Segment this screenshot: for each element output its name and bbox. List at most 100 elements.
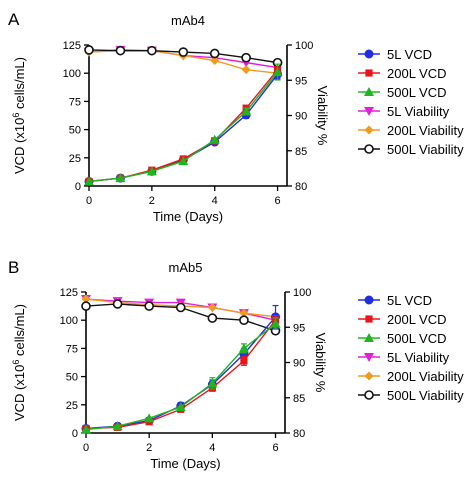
data-point xyxy=(147,45,157,56)
data-point xyxy=(209,134,220,144)
series-5l-vcd xyxy=(84,69,283,186)
legend-marker xyxy=(364,144,374,154)
y2-tick-label: 100 xyxy=(293,287,311,299)
legend-marker xyxy=(364,87,374,96)
x-tick-label: 2 xyxy=(146,442,152,454)
y-tick-label: 25 xyxy=(66,400,78,412)
legend-label: 500L Viability xyxy=(387,388,464,403)
legend-label: 5L VCD xyxy=(387,47,432,62)
legend-marker xyxy=(364,49,374,59)
data-point xyxy=(175,402,186,412)
legend-label: 500L VCD xyxy=(387,331,447,346)
legend-item-5l-viability: 5L Viability xyxy=(358,350,450,365)
y2-tick-label: 80 xyxy=(293,428,305,440)
data-point xyxy=(144,413,155,423)
legend-marker xyxy=(364,390,374,400)
legend-label: 500L Viability xyxy=(387,142,464,157)
legend-marker xyxy=(365,69,373,77)
y2-axis-label: Viability % xyxy=(315,86,330,146)
series-500l-vcd xyxy=(84,63,283,186)
y-axis-label: VCD (x106 cells/mL) xyxy=(11,304,27,421)
legend-label: 5L Viability xyxy=(387,350,450,365)
y-tick-label: 25 xyxy=(69,153,81,165)
legend-item-5l-vcd: 5L VCD xyxy=(358,293,432,308)
legend-marker xyxy=(364,353,374,362)
x-tick-label: 4 xyxy=(212,195,218,207)
panel-label: A xyxy=(8,10,20,29)
y2-tick-label: 95 xyxy=(295,75,307,87)
y-tick-label: 75 xyxy=(69,96,81,108)
y2-tick-label: 90 xyxy=(293,358,305,370)
y2-tick-label: 85 xyxy=(293,393,305,405)
data-point xyxy=(84,45,94,55)
legend-label: 200L VCD xyxy=(387,66,447,81)
x-axis-label: Time (Days) xyxy=(153,209,223,224)
data-point xyxy=(207,303,217,313)
legend-label: 200L Viability xyxy=(387,369,464,384)
data-point xyxy=(239,308,249,318)
y-tick-label: 75 xyxy=(66,343,78,355)
data-point xyxy=(240,357,248,365)
legend-item-5l-viability: 5L Viability xyxy=(358,104,450,119)
y-axis-label-part: VCD (x10 xyxy=(12,118,27,174)
data-point xyxy=(81,424,91,434)
data-point xyxy=(84,176,94,186)
legend-item-5l-vcd: 5L VCD xyxy=(358,47,432,62)
y-tick-label: 125 xyxy=(63,40,81,52)
data-point xyxy=(241,52,251,63)
y-axis-label-superscript: 6 xyxy=(11,113,21,118)
series-200l-vcd xyxy=(85,66,282,186)
legend-marker xyxy=(364,295,374,305)
y-tick-label: 50 xyxy=(66,372,78,384)
x-tick-label: 0 xyxy=(83,442,89,454)
legend-item-200l-vcd: 200L VCD xyxy=(358,312,447,327)
data-point xyxy=(238,343,249,353)
data-point xyxy=(175,302,186,313)
y-tick-label: 125 xyxy=(60,287,78,299)
legend-item-500l-vcd: 500L VCD xyxy=(358,331,447,346)
y2-tick-label: 80 xyxy=(295,181,307,193)
y-axis-label-superscript: 6 xyxy=(11,360,21,365)
legend-item-500l-viability: 500L Viability xyxy=(358,142,464,157)
series-line xyxy=(88,73,279,183)
y-tick-label: 0 xyxy=(72,428,78,440)
data-point xyxy=(115,45,126,56)
legend-label: 5L VCD xyxy=(387,293,432,308)
data-point xyxy=(115,173,126,183)
y-axis-label: VCD (x106 cells/mL) xyxy=(11,57,27,174)
data-point xyxy=(241,106,252,116)
data-point xyxy=(209,48,220,59)
series-500l-viability xyxy=(81,299,281,336)
y-axis-label-part: cells/mL) xyxy=(12,57,27,113)
data-point xyxy=(270,318,281,328)
data-point xyxy=(210,56,220,66)
data-point xyxy=(178,47,189,57)
y-tick-label: 100 xyxy=(63,68,81,80)
legend-label: 5L Viability xyxy=(387,104,450,119)
data-point xyxy=(81,301,91,311)
legend-marker xyxy=(365,315,373,323)
y2-tick-label: 90 xyxy=(295,111,307,123)
series-5l-vcd xyxy=(81,304,281,433)
legend-label: 500L VCD xyxy=(387,85,447,100)
data-point xyxy=(112,299,123,309)
y-tick-label: 100 xyxy=(60,315,78,327)
x-tick-label: 0 xyxy=(86,195,92,207)
legend-item-200l-vcd: 200L VCD xyxy=(358,66,447,81)
legend-item-500l-vcd: 500L VCD xyxy=(358,85,447,100)
series-200l-vcd xyxy=(82,315,280,433)
legend-label: 200L Viability xyxy=(387,123,464,138)
y-tick-label: 0 xyxy=(75,181,81,193)
legend-marker xyxy=(364,125,374,135)
data-point xyxy=(112,421,123,431)
legend-item-200l-viability: 200L Viability xyxy=(358,123,464,138)
data-point xyxy=(144,301,154,311)
x-axis-label: Time (Days) xyxy=(150,456,220,471)
series-line xyxy=(85,323,276,431)
data-point xyxy=(146,166,157,176)
chart-title: mAb5 xyxy=(169,260,203,275)
data-point xyxy=(239,315,249,326)
